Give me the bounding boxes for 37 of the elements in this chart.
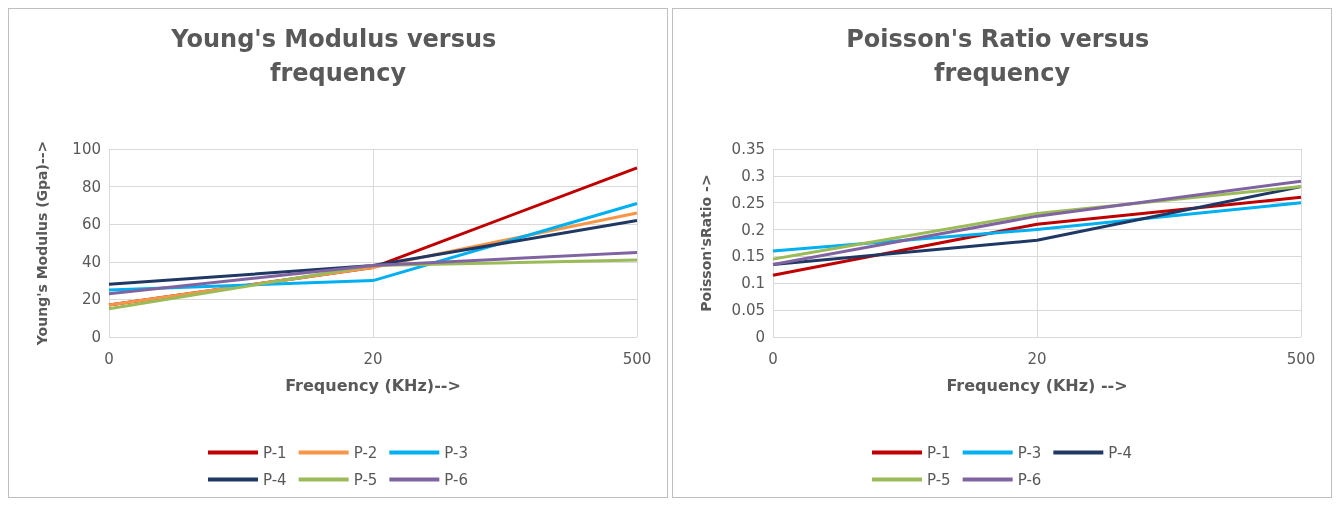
legend-label: P-1 <box>926 443 951 462</box>
legend-label: P-6 <box>1017 470 1042 489</box>
legend-label: P-4 <box>1108 443 1133 462</box>
y-tick-label: 100 <box>72 140 101 158</box>
x-tick-label: 500 <box>1286 349 1316 368</box>
y-tick-label: 0.05 <box>731 301 765 320</box>
y-axis-title: Poisson'sRatio -> <box>698 174 714 312</box>
y-tick-label: 0 <box>755 328 765 346</box>
x-tick-label: 20 <box>1027 349 1047 368</box>
y-tick-label: 40 <box>81 252 101 271</box>
legend-label: P-5 <box>353 470 378 489</box>
y-axis-title: Young's Modulus (Gpa)--> <box>34 140 50 347</box>
legend-label: P-6 <box>444 470 469 489</box>
legend-label: P-3 <box>1017 443 1042 462</box>
legend-label: P-5 <box>926 470 951 489</box>
x-axis-title: Frequency (KHz)--> <box>285 375 461 395</box>
x-tick-label: 500 <box>622 349 652 368</box>
y-tick-label: 0.15 <box>731 247 765 266</box>
x-tick-label: 0 <box>768 349 778 368</box>
chart-title: Poisson's Ratio versus frequency <box>846 25 1158 87</box>
y-tick-label: 60 <box>81 215 101 234</box>
chart-title: Young's Modulus versus frequency <box>170 25 505 87</box>
legend-label: P-4 <box>262 470 287 489</box>
y-tick-label: 0.2 <box>741 220 765 239</box>
legend-label: P-3 <box>444 443 469 462</box>
legend-label: P-1 <box>262 443 287 462</box>
y-tick-label: 0.3 <box>741 166 765 185</box>
y-tick-label: 20 <box>81 290 101 309</box>
y-tick-label: 80 <box>81 177 101 196</box>
x-axis-title: Frequency (KHz) --> <box>946 375 1128 395</box>
x-tick-label: 0 <box>104 349 114 368</box>
legend-label: P-2 <box>353 443 378 462</box>
x-tick-label: 20 <box>363 349 383 368</box>
y-tick-label: 0.35 <box>731 140 765 158</box>
y-tick-label: 0.1 <box>741 274 765 293</box>
y-tick-label: 0 <box>91 328 101 346</box>
y-tick-label: 0.25 <box>731 193 765 212</box>
